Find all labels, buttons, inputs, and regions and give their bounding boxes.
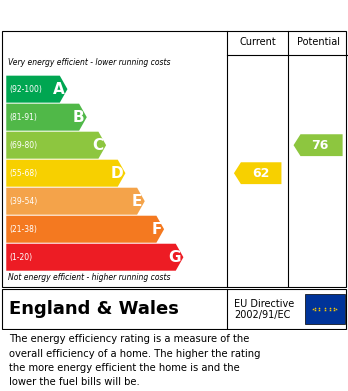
Text: E: E	[132, 194, 142, 209]
Text: EU Directive: EU Directive	[234, 299, 294, 308]
Polygon shape	[293, 134, 343, 156]
Text: G: G	[169, 250, 181, 265]
Text: (1-20): (1-20)	[10, 253, 33, 262]
Polygon shape	[6, 244, 183, 271]
Text: (39-54): (39-54)	[10, 197, 38, 206]
Text: (92-100): (92-100)	[10, 85, 42, 94]
Text: D: D	[111, 166, 123, 181]
Text: Energy Efficiency Rating: Energy Efficiency Rating	[10, 7, 220, 23]
Text: (81-91): (81-91)	[10, 113, 38, 122]
Text: B: B	[73, 109, 85, 125]
Text: (69-80): (69-80)	[10, 141, 38, 150]
Polygon shape	[234, 162, 282, 184]
Polygon shape	[6, 160, 125, 187]
Polygon shape	[6, 104, 87, 131]
Text: (55-68): (55-68)	[10, 169, 38, 178]
Text: (21-38): (21-38)	[10, 225, 38, 234]
Polygon shape	[6, 132, 106, 159]
Text: Current: Current	[239, 37, 276, 47]
Text: England & Wales: England & Wales	[9, 300, 179, 318]
Polygon shape	[6, 188, 145, 215]
Text: Not energy efficient - higher running costs: Not energy efficient - higher running co…	[8, 273, 171, 282]
FancyBboxPatch shape	[2, 289, 346, 329]
Polygon shape	[6, 76, 68, 103]
Text: C: C	[93, 138, 104, 152]
FancyBboxPatch shape	[2, 31, 346, 287]
Text: 76: 76	[311, 139, 329, 152]
FancyBboxPatch shape	[304, 294, 345, 324]
Text: A: A	[53, 82, 65, 97]
Text: 2002/91/EC: 2002/91/EC	[234, 310, 291, 320]
Text: The energy efficiency rating is a measure of the
overall efficiency of a home. T: The energy efficiency rating is a measur…	[9, 334, 260, 387]
Text: Potential: Potential	[296, 37, 340, 47]
Text: F: F	[151, 222, 162, 237]
Text: Very energy efficient - lower running costs: Very energy efficient - lower running co…	[8, 58, 171, 67]
Polygon shape	[6, 216, 164, 243]
Text: 62: 62	[253, 167, 270, 180]
